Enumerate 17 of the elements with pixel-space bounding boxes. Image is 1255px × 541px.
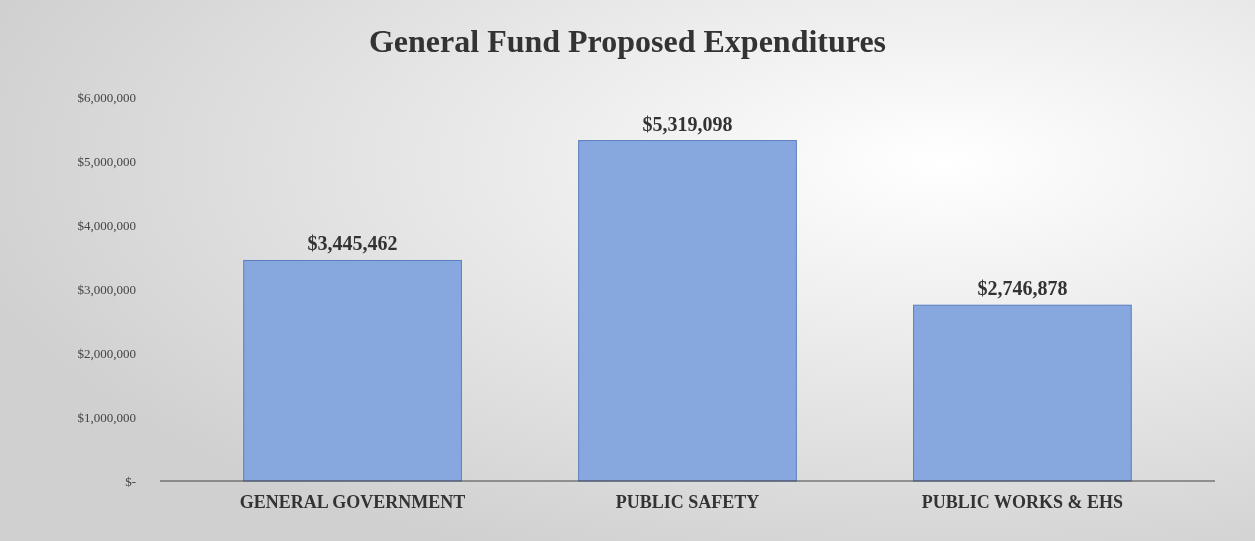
data-label: $5,319,098 bbox=[642, 112, 733, 135]
y-tick-label: $4,000,000 bbox=[77, 217, 136, 233]
y-tick-label: $5,000,000 bbox=[77, 153, 136, 169]
bar bbox=[243, 259, 462, 482]
x-tick-label: GENERAL GOVERNMENT bbox=[239, 491, 466, 512]
bar bbox=[913, 304, 1132, 482]
y-tick-label: $6,000,000 bbox=[77, 89, 136, 105]
x-tick-label: PUBLIC WORKS & EHS bbox=[921, 491, 1124, 512]
y-tick-label: $- bbox=[125, 473, 136, 489]
chart-title: General Fund Proposed Expenditures bbox=[368, 23, 887, 59]
bar bbox=[578, 140, 797, 482]
data-label: $2,746,878 bbox=[977, 277, 1068, 300]
y-tick-label: $3,000,000 bbox=[77, 281, 136, 297]
data-label: $3,445,462 bbox=[307, 232, 398, 255]
y-tick-label: $1,000,000 bbox=[77, 409, 136, 425]
y-tick-label: $2,000,000 bbox=[77, 345, 136, 361]
x-tick-label: PUBLIC SAFETY bbox=[615, 491, 760, 512]
